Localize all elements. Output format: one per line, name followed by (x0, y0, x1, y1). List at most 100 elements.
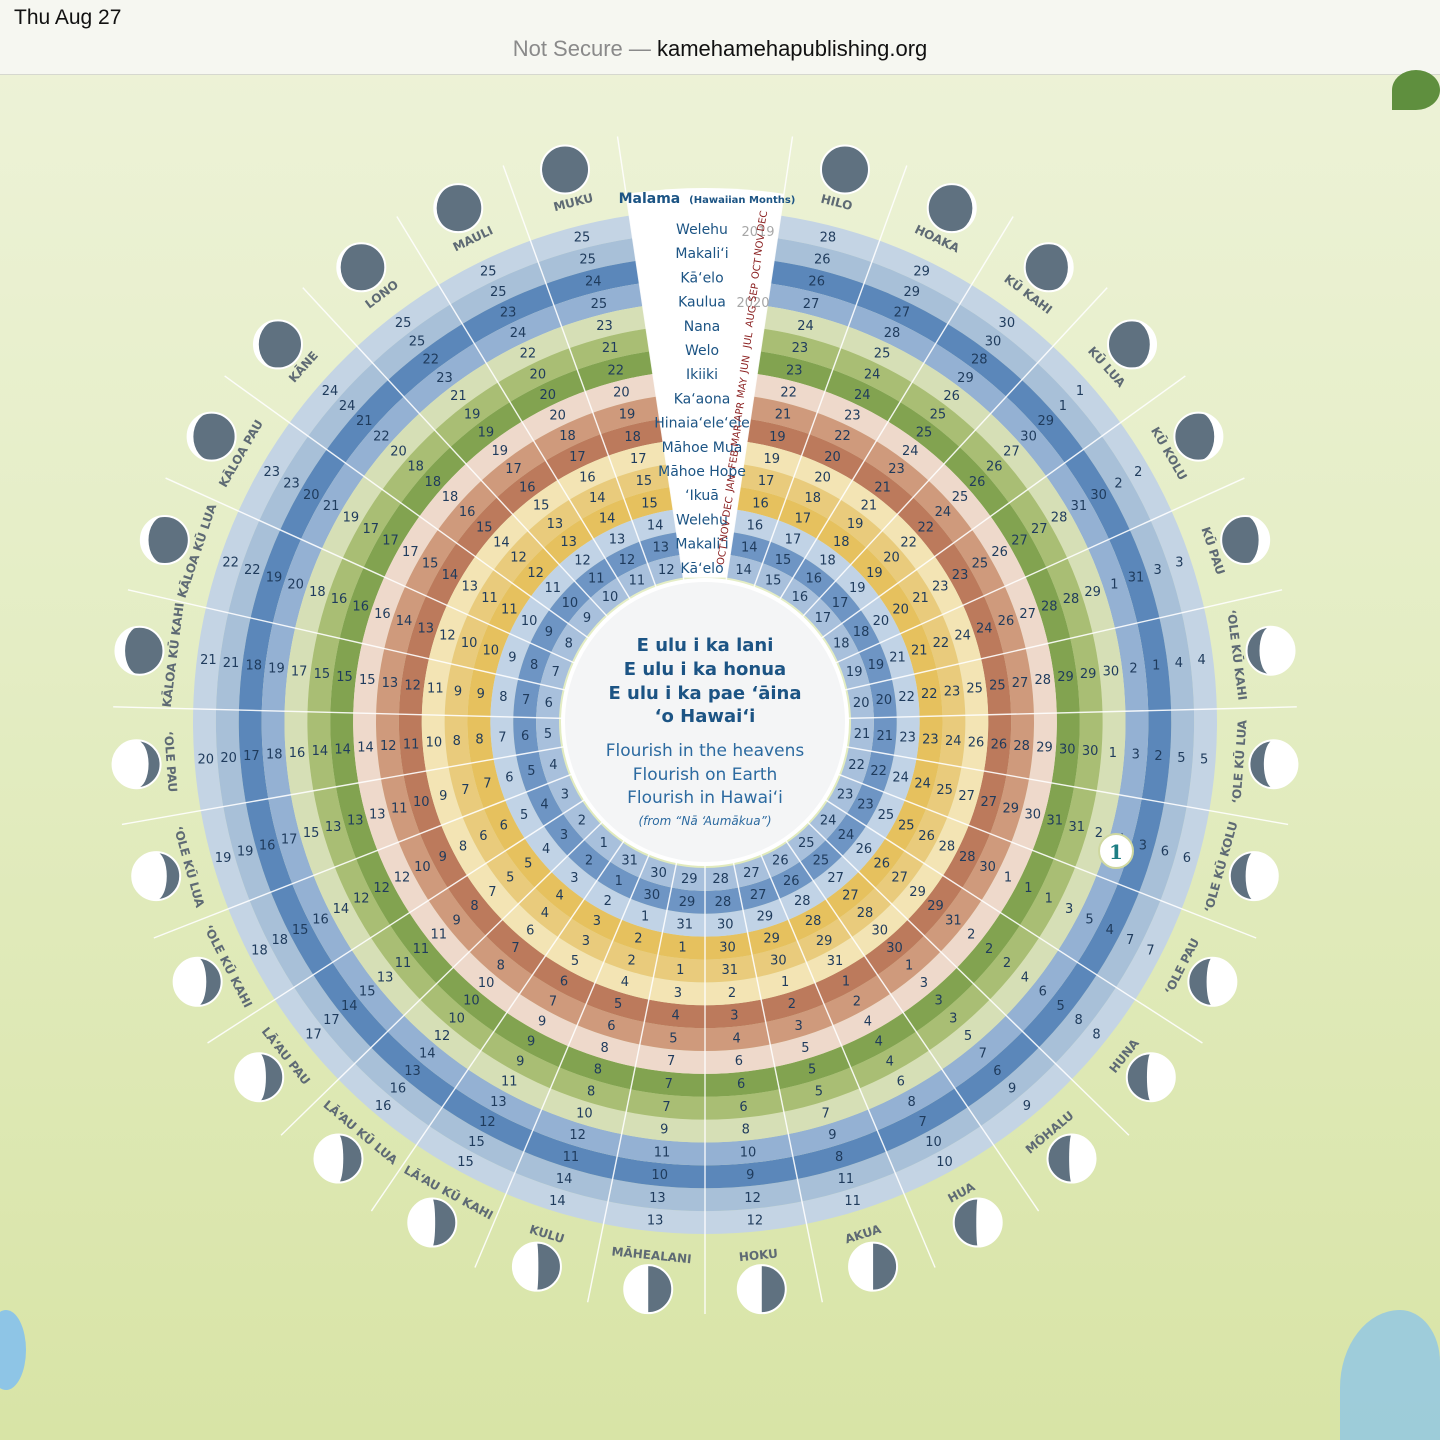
day-number: 30 (644, 888, 661, 903)
day-number: 11 (413, 942, 430, 957)
day-number: 8 (459, 839, 467, 854)
day-number: 29 (927, 899, 944, 914)
day-number: 7 (461, 783, 469, 798)
day-number: 27 (1012, 676, 1029, 691)
day-number: 25 (591, 297, 608, 312)
day-number: 8 (1074, 1013, 1082, 1028)
day-number: 5 (524, 856, 532, 871)
day-number: 28 (1041, 600, 1058, 615)
day-number: 23 (263, 465, 280, 480)
day-number: 16 (519, 480, 536, 495)
gregorian-month-label: NOV (753, 233, 768, 257)
day-number: 21 (323, 499, 340, 514)
day-number: 3 (560, 828, 568, 843)
day-number: 10 (463, 994, 480, 1009)
day-number: 25 (989, 679, 1006, 694)
day-number: 4 (540, 798, 548, 813)
day-divider (165, 477, 576, 665)
day-number: 20 (853, 696, 870, 711)
day-number: 5 (801, 1041, 809, 1056)
day-number: 8 (470, 899, 478, 914)
day-number: 22 (870, 764, 887, 779)
gregorian-month-label: SEP (747, 283, 761, 303)
day-number: 26 (808, 275, 825, 290)
day-number: 5 (527, 764, 535, 779)
day-number: 7 (549, 994, 557, 1009)
day-number: 7 (1146, 944, 1154, 959)
day-number: 15 (476, 520, 493, 535)
day-number: 10 (482, 643, 499, 658)
day-number: 13 (417, 621, 434, 636)
day-number: 30 (886, 941, 903, 956)
day-number: 1 (1059, 399, 1067, 414)
day-number: 15 (468, 1135, 485, 1150)
day-number: 15 (641, 496, 658, 511)
day-number: 16 (579, 470, 596, 485)
day-number: 21 (775, 408, 792, 423)
day-number: 17 (815, 611, 832, 626)
day-divider (280, 820, 604, 1136)
moon-lit-portion (235, 1053, 266, 1102)
day-number: 27 (1019, 607, 1036, 622)
day-number: 20 (390, 445, 407, 460)
day-number: 17 (323, 1013, 340, 1028)
day-number: 6 (1039, 985, 1047, 1000)
month-name: Māhoe Mua (662, 440, 743, 456)
day-number: 5 (571, 954, 579, 969)
day-number: 8 (1092, 1027, 1100, 1042)
day-number: 26 (918, 829, 935, 844)
day-number: 21 (854, 727, 871, 742)
day-number: 21 (874, 480, 891, 495)
day-number: 16 (352, 600, 369, 615)
day-number: 28 (971, 353, 988, 368)
day-number: 7 (979, 1046, 987, 1061)
day-number: 25 (952, 490, 969, 505)
moon-lit-portion (512, 1242, 539, 1291)
day-number: 20 (303, 488, 320, 503)
day-number: 25 (916, 426, 933, 441)
day-number: 14 (396, 614, 413, 629)
day-number: 16 (805, 572, 822, 587)
day-number: 25 (579, 252, 596, 267)
year-label: 2020 (736, 296, 769, 311)
day-number: 11 (545, 581, 562, 596)
day-number: 14 (442, 568, 459, 583)
day-number: 17 (402, 545, 419, 560)
today-marker-label: 1 (1109, 840, 1123, 864)
moon-lit-portion (849, 1242, 874, 1291)
day-number: 22 (608, 363, 625, 378)
day-number: 11 (395, 956, 412, 971)
day-number: 10 (414, 860, 431, 875)
moon-lit-portion (624, 1265, 649, 1314)
day-number: 25 (966, 682, 983, 697)
day-number: 16 (331, 592, 348, 607)
day-number: 21 (861, 499, 878, 514)
address-bar[interactable]: Not Secure — kamehamehapublishing.org (0, 36, 1440, 62)
day-number: 8 (908, 1095, 916, 1110)
day-divider (474, 852, 651, 1268)
day-number: 3 (1175, 556, 1183, 571)
day-number: 30 (1024, 808, 1041, 823)
day-number: 26 (943, 389, 960, 404)
day-number: 10 (426, 736, 443, 751)
day-number: 26 (968, 736, 985, 751)
day-number: 16 (374, 607, 391, 622)
day-number: 22 (917, 520, 934, 535)
day-divider (302, 287, 610, 619)
day-number: 31 (676, 918, 693, 933)
today-marker[interactable] (1098, 833, 1134, 869)
day-number: 10 (562, 596, 579, 611)
moon-phase-name: HOKU (738, 1246, 778, 1264)
day-number: 12 (439, 629, 456, 644)
day-number: 23 (944, 684, 961, 699)
day-number: 3 (1154, 563, 1162, 578)
moon-lit-portion (1146, 1053, 1175, 1102)
day-number: 29 (1084, 585, 1101, 600)
day-number: 1 (1004, 871, 1012, 886)
day-number: 6 (1161, 845, 1169, 860)
day-number: 6 (607, 1019, 615, 1034)
day-number: 10 (478, 976, 495, 991)
day-number: 14 (312, 744, 329, 759)
day-number: 1 (781, 975, 789, 990)
day-number: 4 (864, 1014, 872, 1029)
